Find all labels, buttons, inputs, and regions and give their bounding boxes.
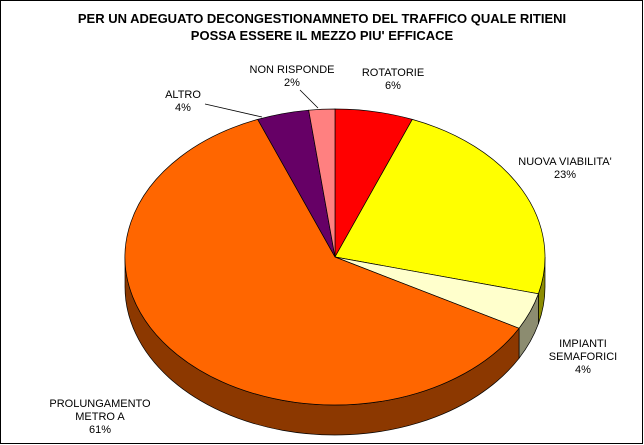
label-name: ALTRO	[165, 89, 201, 101]
data-label: IMPIANTI SEMAFORICI 4%	[538, 338, 628, 377]
label-name: IMPIANTI SEMAFORICI	[548, 338, 618, 363]
label-value: 4%	[175, 102, 191, 114]
label-name: ROTATORIE	[361, 67, 425, 79]
label-name: NON RISPONDE	[249, 64, 335, 76]
label-value: 61%	[88, 424, 112, 436]
leader-line	[299, 89, 319, 109]
data-label: ROTATORIE 6%	[348, 67, 438, 93]
label-name: PROLUNGAMENTO METRO A	[49, 398, 151, 423]
label-value: 23%	[553, 169, 577, 181]
chart-title: PER UN ADEGUATO DECONGESTIONAMNETO DEL T…	[77, 11, 567, 43]
slice	[334, 118, 546, 295]
slice	[308, 108, 336, 258]
leader-line	[204, 103, 263, 118]
label-value: 4%	[575, 364, 591, 376]
data-label: PROLUNGAMENTO METRO A 61%	[40, 398, 160, 437]
data-label: NUOVA VIABILITA' 23%	[505, 156, 625, 182]
data-label: NON RISPONDE 2%	[242, 64, 342, 90]
data-label: ALTRO 4%	[153, 89, 213, 115]
label-value: 2%	[284, 77, 300, 89]
slice	[124, 118, 520, 406]
label-name: NUOVA VIABILITA'	[518, 156, 612, 168]
label-value: 6%	[385, 80, 401, 92]
